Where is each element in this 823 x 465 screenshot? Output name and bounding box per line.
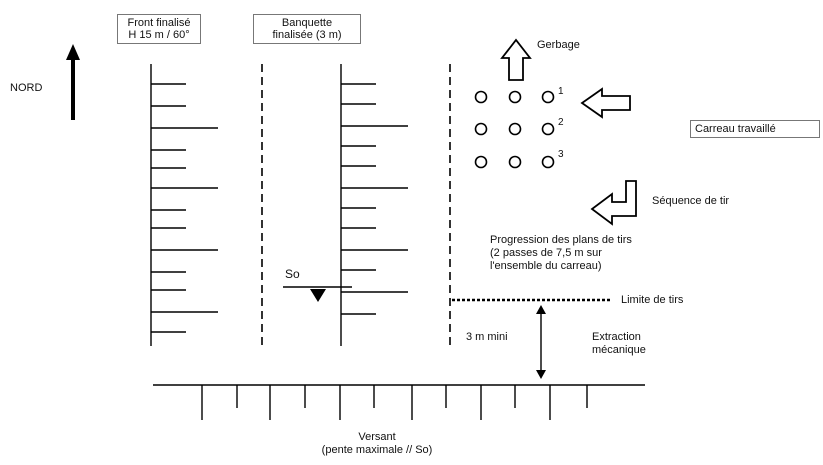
blast-hole-grid <box>474 90 555 169</box>
versant-line <box>153 384 645 420</box>
sequence-arrow <box>590 180 637 226</box>
limite-tirs-label: Limite de tirs <box>621 294 684 306</box>
progression-line2: (2 passes de 7,5 m sur <box>490 247 602 259</box>
carreau-arrow <box>580 87 631 119</box>
versant-line2: (pente maximale // So) <box>321 444 433 456</box>
progression-line3: l'ensemble du carreau) <box>490 260 602 272</box>
extraction-label: Extraction mécanique <box>592 331 646 357</box>
north-arrow <box>66 44 80 120</box>
versant-label: Versant (pente maximale // So) <box>312 431 442 457</box>
sequence-number-1: 1 <box>558 86 564 97</box>
banquette-finalisee-line2: finalisée (3 m) <box>272 29 342 41</box>
progression-line1: Progression des plans de tirs <box>490 234 632 246</box>
front-finalise-line2: H 15 m / 60° <box>128 29 190 41</box>
distance-label: 3 m mini <box>466 331 508 343</box>
progression-label: Progression des plans de tirs (2 passes … <box>490 234 632 273</box>
gerbage-arrow <box>500 38 532 81</box>
carreau-travaille-box: Carreau travaillé <box>690 120 820 138</box>
so-label: So <box>285 267 300 281</box>
sequence-de-tir-label: Séquence de tir <box>652 195 730 207</box>
gerbage-label: Gerbage <box>537 39 580 51</box>
sequence-number-2: 2 <box>558 117 564 128</box>
banquette-finalisee-box: Banquette finalisée (3 m) <box>253 14 361 44</box>
so-marker <box>283 286 352 302</box>
versant-line1: Versant <box>358 431 396 443</box>
distance-arrow <box>536 305 546 379</box>
carreau-travaille-label: Carreau travaillé <box>695 123 776 135</box>
sequence-number-3: 3 <box>558 149 564 160</box>
front-finalise-box: Front finalisé H 15 m / 60° <box>117 14 201 44</box>
extraction-line1: Extraction <box>592 331 641 343</box>
north-label: NORD <box>10 82 43 94</box>
extraction-line2: mécanique <box>592 344 646 356</box>
banquette-finalisee-line1: Banquette <box>281 17 333 29</box>
front-finalise-line1: Front finalisé <box>127 17 191 29</box>
front-line <box>150 64 218 346</box>
banquette-line <box>340 64 408 346</box>
